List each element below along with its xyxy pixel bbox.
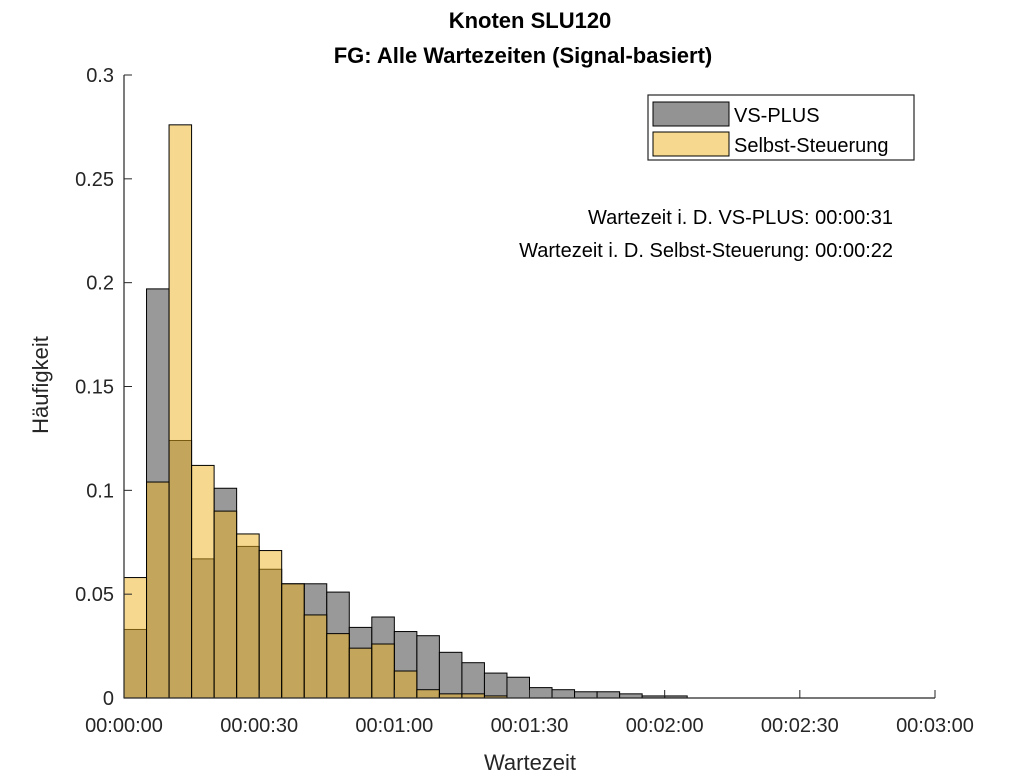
legend-swatch-selbst-steuerung [652,131,730,157]
x-axis-label: Wartezeit [484,750,576,775]
y-tick-label: 0 [103,688,114,710]
bar-selbst-steuerung-bin-0 [123,577,148,699]
y-tick-label: 0.1 [86,480,114,502]
y-tick-label: 0.2 [86,273,114,295]
y-tick-label: 0.25 [75,169,114,191]
legend-swatch-vs-plus [652,101,730,127]
bar-selbst-steuerung-bin-6 [258,550,283,699]
x-tick-label: 00:02:00 [626,715,704,737]
bar-vs-plus-bin-20 [574,691,598,699]
legend: VS-PLUS Selbst-Steuerung [647,94,915,161]
axes-layer [123,74,936,699]
bar-selbst-steuerung-bin-12 [393,670,418,699]
x-tick-label: 00:03:00 [896,715,974,737]
bar-selbst-steuerung-bin-5 [236,533,260,699]
x-tick-label: 00:00:00 [85,715,163,737]
bar-vs-plus-bin-22 [619,693,643,699]
chart-title-line-1: Knoten SLU120 [449,8,612,33]
annotation-mean-vs-plus: Wartezeit i. D. VS-PLUS: 00:00:31 [588,207,893,229]
bar-selbst-steuerung-bin-7 [281,583,305,699]
bar-selbst-steuerung-bin-10 [348,647,373,699]
x-tick-label: 00:01:30 [491,715,569,737]
bar-vs-plus-bin-17 [506,676,531,699]
x-tick-label: 00:00:30 [220,715,298,737]
bar-selbst-steuerung-bin-11 [371,643,395,699]
bar-selbst-steuerung-bin-4 [213,510,238,699]
tick-labels-layer: 0 0.05 0.1 0.15 0.2 0.25 0.3 00:00:00 00:00:30 00… [75,65,974,737]
bar-vs-plus-bin-13 [416,635,440,699]
legend-label-vs-plus: VS-PLUS [734,105,820,127]
bar-selbst-steuerung-bin-9 [326,633,350,699]
y-tick-label: 0.15 [75,377,114,399]
x-tick-label: 00:02:30 [761,715,839,737]
bar-vs-plus-bin-18 [529,687,553,699]
x-tick-label: 00:01:00 [355,715,433,737]
y-tick-label: 0.3 [86,65,114,87]
annotation-mean-selbst-steuerung: Wartezeit i. D. Selbst-Steuerung: 00:00:… [519,240,893,262]
bar-vs-plus-bin-14 [438,651,463,699]
bar-vs-plus-bin-21 [596,691,621,699]
bar-selbst-steuerung-bin-2 [168,124,193,699]
legend-label-selbst-steuerung: Selbst-Steuerung [734,135,889,157]
bar-vs-plus-bin-19 [551,689,576,699]
bar-selbst-steuerung-bin-15 [461,693,485,699]
bar-selbst-steuerung-bin-3 [191,464,215,699]
chart-title-line-2: FG: Alle Wartezeiten (Signal-basiert) [334,43,713,68]
bar-selbst-steuerung-bin-13 [416,689,440,699]
bar-vs-plus-bin-15 [461,662,485,699]
bar-selbst-steuerung-bin-1 [146,481,170,699]
bar-selbst-steuerung-bin-8 [303,614,328,699]
y-tick-label: 0.05 [75,584,114,606]
y-axis-label: Häufigkeit [28,336,53,434]
bar-selbst-steuerung-bin-14 [438,693,463,699]
bar-vs-plus-bin-16 [483,672,508,699]
